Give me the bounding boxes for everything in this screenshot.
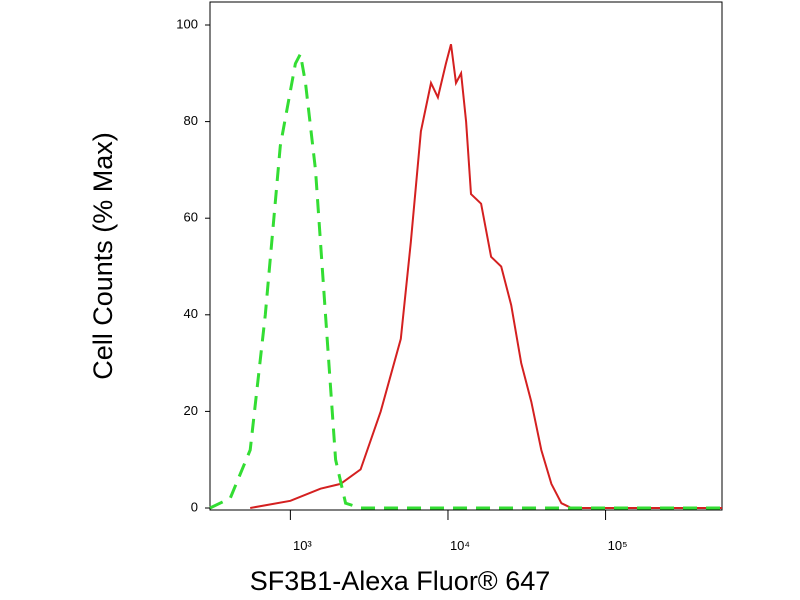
x-tick-label: 10⁴ <box>450 538 470 553</box>
y-axis-label: Cell Counts (% Max) <box>88 132 118 380</box>
y-tick-label: 60 <box>184 210 198 225</box>
x-axis-label: SF3B1-Alexa Fluor® 647 <box>250 566 551 596</box>
plot-frame <box>209 1 723 511</box>
y-tick-label: 0 <box>191 499 198 514</box>
y-tick-label: 80 <box>184 113 198 128</box>
x-tick-label: 10³ <box>293 538 312 553</box>
histogram-line <box>209 49 722 510</box>
histogram-line <box>250 44 722 509</box>
y-tick-label: 20 <box>184 403 198 418</box>
y-tick-label: 100 <box>176 16 198 31</box>
x-tick-label: 10⁵ <box>608 538 628 553</box>
y-tick-label: 40 <box>184 306 198 321</box>
